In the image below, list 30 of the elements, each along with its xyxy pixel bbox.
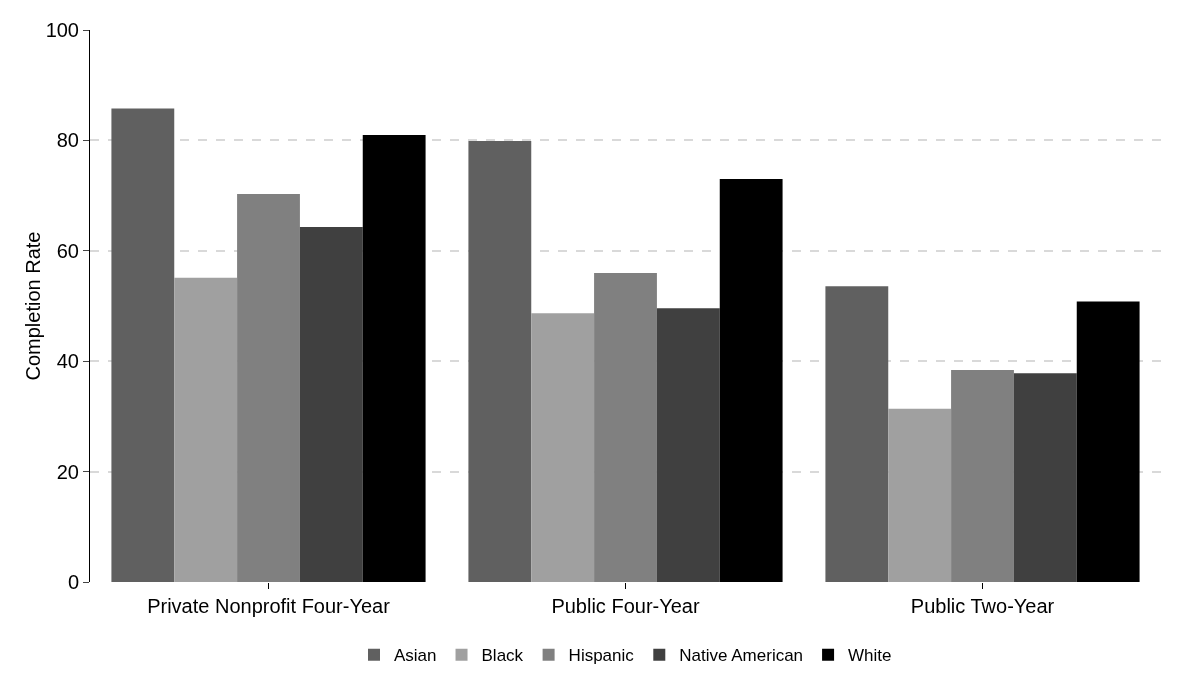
y-tick-label: 80 [56,129,79,152]
legend-label: Hispanic [568,646,635,666]
y-tick-label: 20 [56,460,79,483]
bar [1076,301,1140,582]
bar [299,227,363,582]
x-tick-label: Public Two-Year [910,595,1055,617]
x-tick-label: Private Nonprofit Four-Year [147,595,391,617]
bar [362,134,426,582]
bar [531,313,595,582]
y-tick-label: 100 [45,19,79,41]
y-axis-title: Completion Rate [22,231,44,381]
bar [888,408,952,582]
x-tick-label: Public Four-Year [551,595,700,617]
y-tick-label: 60 [56,239,79,262]
bar [237,193,300,582]
bar [825,286,889,582]
y-tick-label: 0 [67,571,79,593]
bar [951,370,1014,582]
bar [468,140,532,582]
bar [656,308,720,582]
legend-label: Native American [679,646,804,666]
legend-label: Asian [394,646,437,666]
legend-label: Black [481,646,524,666]
y-tick-label: 40 [56,350,79,373]
bar [174,277,238,582]
bar [1013,373,1077,582]
bar [111,108,175,582]
legend-label: White [848,646,892,666]
bar [594,272,657,582]
bar [719,179,783,582]
